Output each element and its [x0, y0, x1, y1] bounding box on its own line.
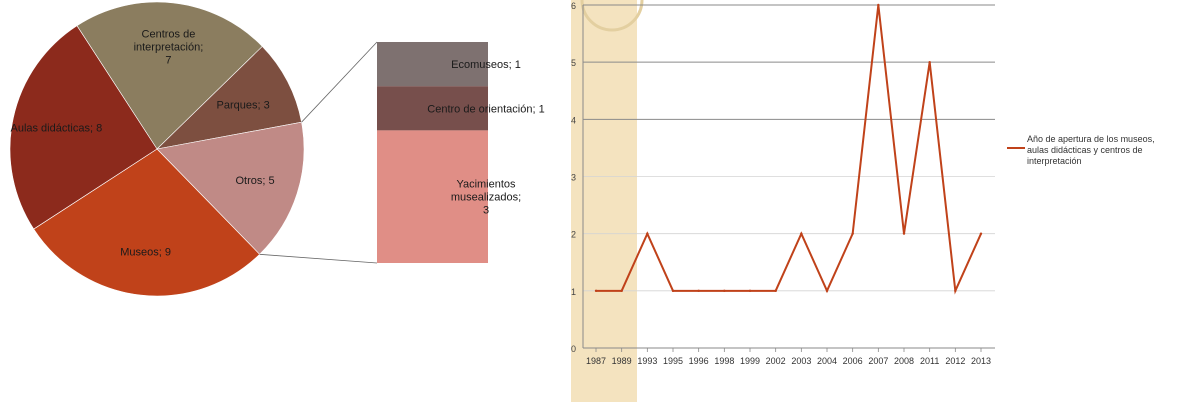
y-tick-label-1: 1	[571, 287, 576, 297]
data-point-1989	[620, 289, 623, 293]
data-point-1998	[723, 289, 726, 293]
data-point-1996	[697, 289, 700, 293]
pie-label-centros-de-interpretacion: Centros de interpretación; 7	[134, 29, 204, 67]
data-point-2008	[902, 232, 906, 235]
data-point-2012	[954, 289, 957, 293]
pie-slice-aulas-didacticas	[9, 25, 158, 230]
bar-segment-yacimientos-musealizados	[377, 130, 488, 263]
y-tick-label-2: 2	[571, 230, 576, 240]
data-point-1995	[671, 289, 675, 293]
data-point-1987	[594, 289, 598, 293]
x-tick-label-2002: 2002	[766, 356, 786, 366]
data-point-2006	[851, 232, 854, 235]
data-point-2013	[979, 232, 983, 235]
x-tick-label-2006: 2006	[843, 356, 863, 366]
data-point-2007	[877, 3, 880, 7]
x-tick-label-2011: 2011	[920, 356, 939, 366]
y-tick-label-0: 0	[571, 344, 576, 354]
bar-segment-centro-de-orientacion	[377, 86, 488, 131]
pie-label-otros: Otros; 5	[236, 175, 275, 187]
y-tick-label-5: 5	[571, 58, 576, 68]
connector-line-bottom	[259, 253, 378, 264]
y-tick-label-6: 6	[571, 1, 576, 11]
x-tick-label-2013: 2013	[971, 356, 991, 366]
connector-line-top	[301, 41, 378, 123]
x-tick-label-1987: 1987	[586, 356, 606, 366]
pie-slice-otros	[156, 121, 305, 255]
series-line-0	[596, 4, 982, 295]
pie-slice-parques	[156, 46, 302, 150]
bar-label-ecomuseos: Ecomuseos; 1	[451, 59, 521, 71]
x-tick-label-2008: 2008	[894, 356, 914, 366]
x-tick-label-2003: 2003	[791, 356, 811, 366]
y-tick-label-3: 3	[571, 173, 576, 183]
line-chart: 0 1 2 3 4 5 6 1987 1989 1993 1995 1996 1998 1999 2002 2…	[571, 0, 1155, 402]
y-tick-label-4: 4	[571, 115, 576, 125]
data-point-2003	[800, 232, 803, 235]
pie-slice-museos	[33, 148, 260, 297]
x-tick-label-1996: 1996	[689, 356, 709, 366]
data-point-1993	[646, 232, 649, 235]
pie-label-parques: Parques; 3	[217, 99, 270, 111]
bar-label-yacimientos-musealizados: Yacimientos musealizados; 3	[451, 179, 521, 217]
data-point-2002	[774, 289, 777, 293]
pie-label-museos: Museos; 9	[120, 246, 171, 258]
bar-segment-ecomuseos	[377, 42, 488, 87]
x-tick-label-1998: 1998	[714, 356, 734, 366]
x-tick-label-1999: 1999	[740, 356, 760, 366]
x-tick-label-2004: 2004	[817, 356, 837, 366]
x-tick-label-1995: 1995	[663, 356, 683, 366]
band-ornament	[580, 0, 644, 32]
x-tick-label-2012: 2012	[945, 356, 965, 366]
data-point-2004	[825, 289, 829, 293]
pie-slice-centros-de-interpretacion	[76, 1, 263, 150]
data-point-2011	[928, 60, 931, 64]
legend-label: Año de apertura de los museos, aulas didá…	[1027, 134, 1155, 166]
data-point-1999	[748, 289, 752, 293]
pie-label-aulas-didacticas: Aulas didácticas; 8	[10, 123, 102, 135]
pie-chart: Centros de interpretación; 7 Parques; 3 Otro…	[9, 1, 545, 297]
bar-label-centro-de-orientacion: Centro de orientación; 1	[427, 103, 544, 115]
x-tick-label-2007: 2007	[868, 356, 888, 366]
highlight-band	[571, 0, 637, 402]
x-tick-label-1989: 1989	[612, 356, 632, 366]
x-tick-label-1993: 1993	[637, 356, 657, 366]
